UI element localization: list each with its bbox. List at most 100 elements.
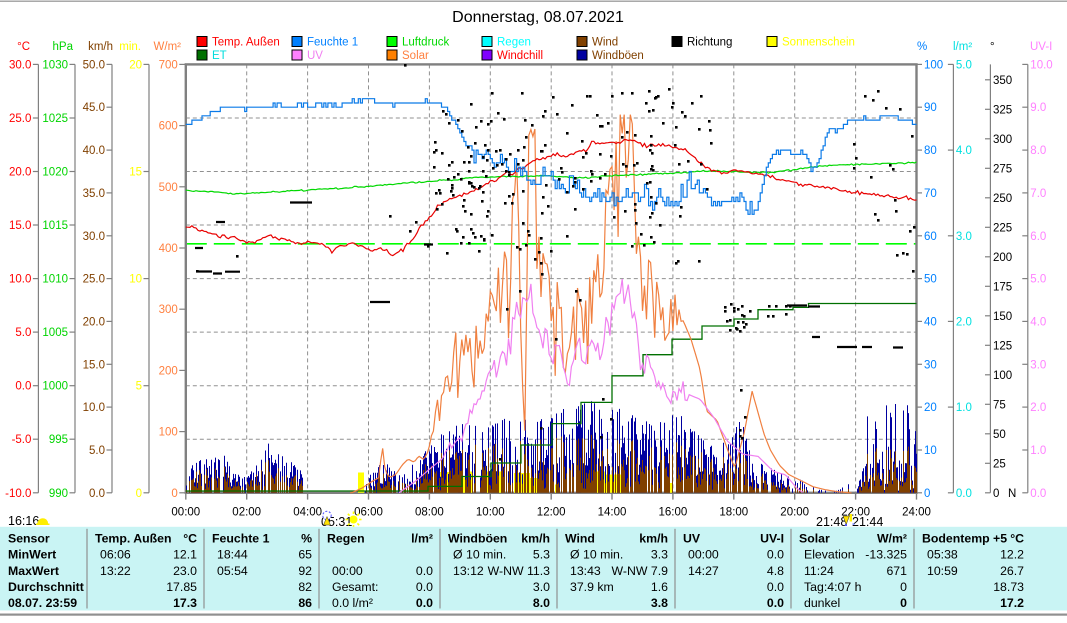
svg-text:Ø 10 min.: Ø 10 min. (453, 548, 506, 562)
svg-text:13:22: 13:22 (100, 564, 131, 578)
svg-text:W-NW 7.9: W-NW 7.9 (612, 564, 669, 578)
svg-text:05:38: 05:38 (927, 548, 958, 562)
svg-text:1010: 1010 (42, 274, 68, 286)
svg-text:25.0: 25.0 (9, 113, 31, 125)
svg-text:06:06: 06:06 (100, 548, 131, 562)
svg-text:km/h: km/h (521, 532, 550, 546)
svg-text:225: 225 (993, 222, 1012, 234)
svg-text:0: 0 (900, 596, 907, 610)
svg-text:18:00: 18:00 (719, 507, 748, 519)
svg-text:65: 65 (298, 548, 312, 562)
svg-text:0.0: 0.0 (767, 548, 784, 562)
svg-text:3.0: 3.0 (956, 231, 972, 243)
svg-text:Windböen: Windböen (592, 50, 644, 62)
svg-text:%: % (917, 41, 927, 53)
svg-text:0.0: 0.0 (1030, 488, 1046, 500)
svg-text:20: 20 (924, 402, 937, 414)
svg-text:86: 86 (298, 596, 312, 610)
svg-text:30.0: 30.0 (83, 231, 105, 243)
svg-text:Durchschnitt: Durchschnitt (8, 580, 84, 594)
svg-text:70: 70 (924, 188, 937, 200)
svg-text:30: 30 (924, 359, 937, 371)
svg-text:12:00: 12:00 (537, 507, 566, 519)
svg-text:00:00: 00:00 (332, 564, 363, 578)
svg-text:92: 92 (298, 564, 312, 578)
svg-text:km/h: km/h (639, 532, 668, 546)
svg-text:hPa: hPa (53, 41, 74, 53)
svg-text:3.8: 3.8 (651, 596, 668, 610)
svg-text:7.0: 7.0 (1030, 188, 1046, 200)
svg-text:5.0: 5.0 (89, 445, 105, 457)
svg-text:250: 250 (993, 193, 1012, 205)
svg-text:0: 0 (993, 488, 999, 500)
svg-text:3.3: 3.3 (651, 548, 668, 562)
svg-text:Temp. Außen: Temp. Außen (212, 37, 280, 49)
svg-text:Luftdruck: Luftdruck (402, 37, 450, 49)
svg-text:5.0: 5.0 (15, 327, 31, 339)
svg-text:Wind: Wind (565, 532, 595, 546)
svg-text:W/m²: W/m² (877, 532, 907, 546)
svg-text:50: 50 (924, 274, 937, 286)
svg-text:60: 60 (924, 231, 937, 243)
svg-text:17.2: 17.2 (1000, 596, 1024, 610)
svg-text:17.85: 17.85 (166, 580, 197, 594)
svg-text:5.3: 5.3 (533, 548, 550, 562)
svg-text:350: 350 (993, 75, 1012, 87)
svg-text:4.0: 4.0 (1030, 316, 1046, 328)
svg-text:0: 0 (136, 488, 142, 500)
svg-text:10: 10 (924, 445, 937, 457)
svg-text:0.0 l/m²: 0.0 l/m² (332, 596, 373, 610)
svg-text:600: 600 (159, 121, 178, 133)
svg-text:75: 75 (993, 399, 1006, 411)
svg-text:3.0: 3.0 (1030, 359, 1046, 371)
svg-text:500: 500 (159, 182, 178, 194)
svg-text:325: 325 (993, 104, 1012, 116)
svg-text:15: 15 (129, 167, 142, 179)
svg-text:06:00: 06:00 (354, 507, 383, 519)
svg-text:Solar: Solar (799, 532, 830, 546)
svg-text:0: 0 (171, 488, 177, 500)
svg-text:°: ° (990, 41, 995, 53)
svg-text:min.: min. (119, 41, 141, 53)
svg-text:2.0: 2.0 (956, 316, 972, 328)
svg-text:-5.0: -5.0 (12, 434, 32, 446)
svg-text:Donnerstag, 08.07.2021: Donnerstag, 08.07.2021 (452, 9, 624, 26)
svg-text:0.0: 0.0 (767, 580, 784, 594)
svg-text:10.0: 10.0 (9, 274, 31, 286)
svg-text:Wind: Wind (592, 37, 618, 49)
svg-text:14:00: 14:00 (598, 507, 627, 519)
svg-text:300: 300 (993, 134, 1012, 146)
svg-text:990: 990 (49, 488, 68, 500)
svg-text:Sensor: Sensor (8, 532, 50, 546)
svg-text:20:00: 20:00 (780, 507, 809, 519)
svg-text:12.1: 12.1 (173, 548, 197, 562)
svg-text:°C: °C (1010, 532, 1024, 546)
svg-text:30.0: 30.0 (9, 59, 31, 71)
svg-text:90: 90 (924, 102, 937, 114)
svg-text:10: 10 (129, 274, 142, 286)
svg-text:37.9 km: 37.9 km (570, 580, 614, 594)
svg-text:20.0: 20.0 (83, 316, 105, 328)
svg-text:20: 20 (129, 59, 142, 71)
svg-text:26.7: 26.7 (1000, 564, 1024, 578)
svg-text:Temp. Außen: Temp. Außen (95, 532, 172, 546)
svg-text:°C: °C (183, 532, 197, 546)
svg-text:100: 100 (924, 59, 943, 71)
svg-text:200: 200 (993, 252, 1012, 264)
svg-text:1015: 1015 (42, 220, 68, 232)
svg-text:dunkel: dunkel (804, 596, 840, 610)
svg-text:150: 150 (993, 311, 1012, 323)
svg-text:100: 100 (993, 370, 1012, 382)
svg-text:10:59: 10:59 (927, 564, 958, 578)
svg-text:5.0: 5.0 (1030, 274, 1046, 286)
svg-text:Ø 10 min.: Ø 10 min. (570, 548, 623, 562)
svg-text:04:00: 04:00 (293, 507, 322, 519)
svg-text:Regen: Regen (327, 532, 365, 546)
svg-text:1.0: 1.0 (1030, 445, 1046, 457)
svg-text:Sonnenschein: Sonnenschein (782, 37, 855, 49)
svg-text:13:43: 13:43 (570, 564, 601, 578)
svg-text:UV-I: UV-I (1030, 41, 1052, 53)
svg-text:300: 300 (159, 304, 178, 316)
svg-text:10:00: 10:00 (476, 507, 505, 519)
svg-text:1030: 1030 (42, 59, 68, 71)
